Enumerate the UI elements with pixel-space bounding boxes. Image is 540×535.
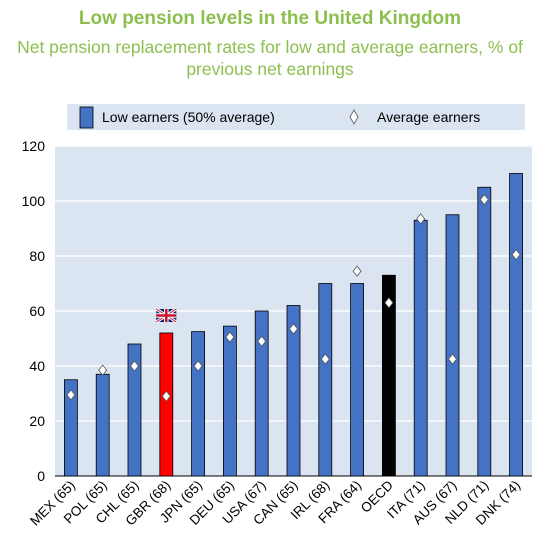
bar [381,274,396,477]
average-earner-marker [257,335,267,347]
average-earner-marker [416,213,426,225]
legend-bar-swatch [79,106,94,129]
average-earner-marker [288,323,299,335]
bar [64,379,78,477]
union-jack-flag-icon [155,307,178,324]
bar [350,283,365,477]
average-earner-marker [66,389,76,401]
bar [254,310,269,477]
bar [159,332,174,477]
bar [413,219,428,477]
y-tick-label: 40 [29,358,45,374]
bar [127,343,142,477]
bar [286,305,301,477]
y-tick-label: 60 [29,303,45,319]
average-earner-marker [352,265,362,277]
bar [222,325,237,477]
bar [445,214,460,477]
y-tick-label: 100 [22,193,46,209]
average-earner-marker [320,353,330,365]
average-earner-marker [447,353,458,365]
y-tick-label: 80 [29,248,45,264]
legend-label-average-earners: Average earners [377,109,480,125]
y-tick-label: 0 [37,468,45,484]
chart-title: Low pension levels in the United Kingdom [78,8,462,29]
average-earner-marker [98,364,108,376]
average-earner-marker [225,331,235,343]
legend-box [67,104,525,130]
legend-label-low-earners: Low earners (50% average) [102,109,275,125]
average-earner-marker [161,390,171,402]
bar [477,186,492,477]
average-earner-marker [511,248,521,261]
bar [509,173,524,477]
flag-cross-red [156,309,177,322]
average-earner-marker [129,360,140,372]
average-earner-marker [193,360,203,372]
average-earner-marker [479,193,489,206]
y-tick-label: 120 [22,138,46,154]
average-earner-marker [384,297,394,309]
bar [95,373,110,477]
chart-subtitle: Net pension replacement rates for low an… [17,37,523,79]
y-tick-label: 20 [29,413,45,429]
bar [191,331,206,477]
legend-diamond-icon [349,109,359,125]
bar [318,283,333,477]
